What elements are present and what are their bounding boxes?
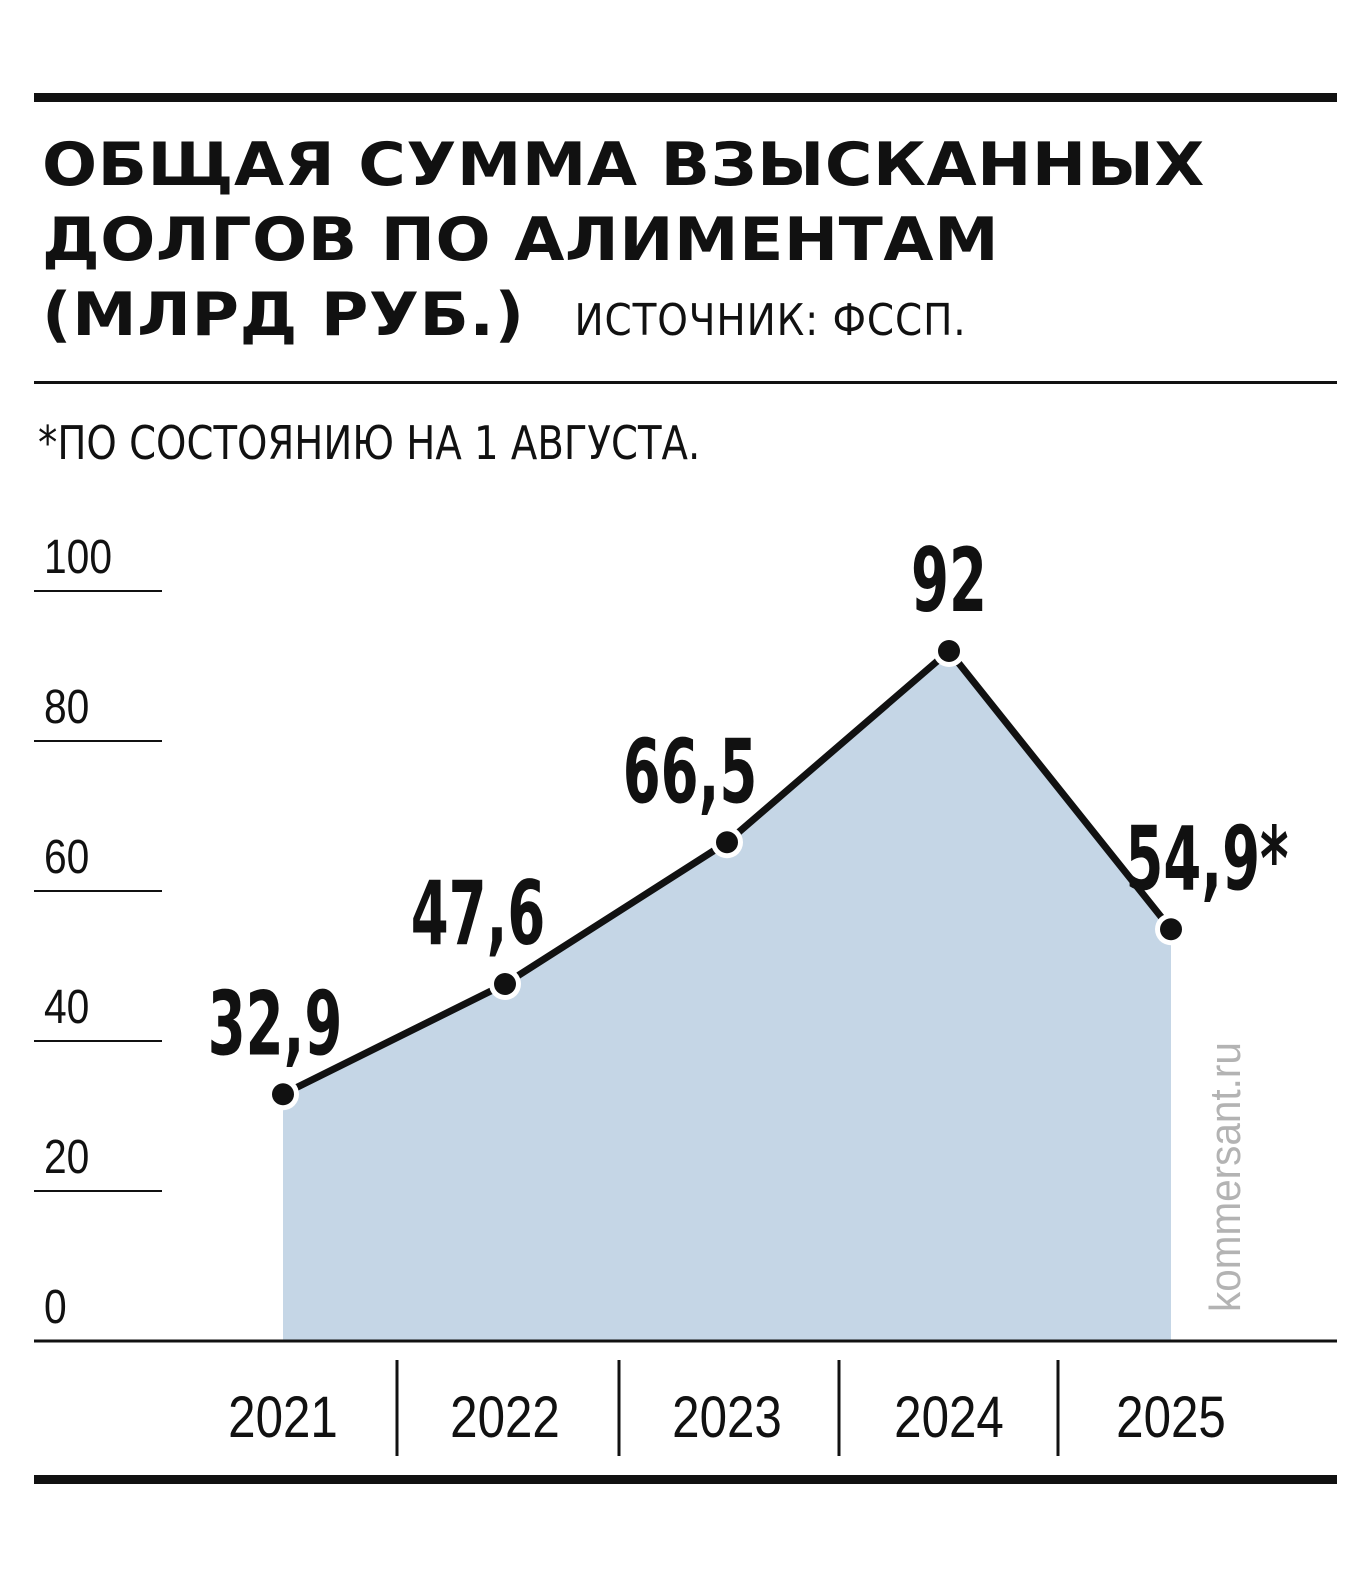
data-label: 54,9* <box>1125 809 1288 911</box>
x-tick-label: 2022 <box>450 1385 560 1450</box>
data-point <box>494 973 516 995</box>
title-line-3: (МЛРД РУБ.) ИСТОЧНИК: ФССП. <box>42 278 1372 358</box>
y-tick-label: 40 <box>44 981 89 1034</box>
chart-title: ОБЩАЯ СУММА ВЗЫСКАННЫХ ДОЛГОВ ПО АЛИМЕНТ… <box>42 128 1372 358</box>
title-line-2: ДОЛГОВ ПО АЛИМЕНТАМ <box>42 205 1000 275</box>
footnote: *ПО СОСТОЯНИЮ НА 1 АВГУСТА. <box>38 416 701 470</box>
data-point <box>716 831 738 854</box>
data-label: 92 <box>911 530 987 632</box>
top-rule <box>34 93 1337 102</box>
title-divider <box>34 381 1337 384</box>
y-tick-label: 100 <box>44 531 112 584</box>
y-tick-label: 20 <box>44 1131 89 1184</box>
y-tick-label: 60 <box>44 831 89 884</box>
y-tick-label: 0 <box>44 1281 67 1334</box>
x-tick-label: 2025 <box>1116 1385 1226 1450</box>
x-tick-label: 2021 <box>228 1385 338 1450</box>
data-point <box>938 640 960 662</box>
data-label: 66,5 <box>623 722 758 824</box>
area-fill <box>283 651 1171 1341</box>
data-label: 32,9 <box>208 974 343 1076</box>
data-point <box>1160 918 1182 941</box>
data-label: 47,6 <box>411 863 546 965</box>
title-line-1: ОБЩАЯ СУММА ВЗЫСКАННЫХ <box>42 130 1205 200</box>
data-point <box>272 1083 294 1106</box>
watermark: kommersant.ru <box>1200 1042 1249 1312</box>
y-tick-label: 80 <box>44 681 89 734</box>
source-label: ИСТОЧНИК: ФССП. <box>574 295 967 346</box>
x-tick-label: 2024 <box>894 1385 1004 1450</box>
x-tick-label: 2023 <box>672 1385 782 1450</box>
title-unit: (МЛРД РУБ.) <box>42 280 525 350</box>
bottom-rule <box>34 1475 1337 1484</box>
